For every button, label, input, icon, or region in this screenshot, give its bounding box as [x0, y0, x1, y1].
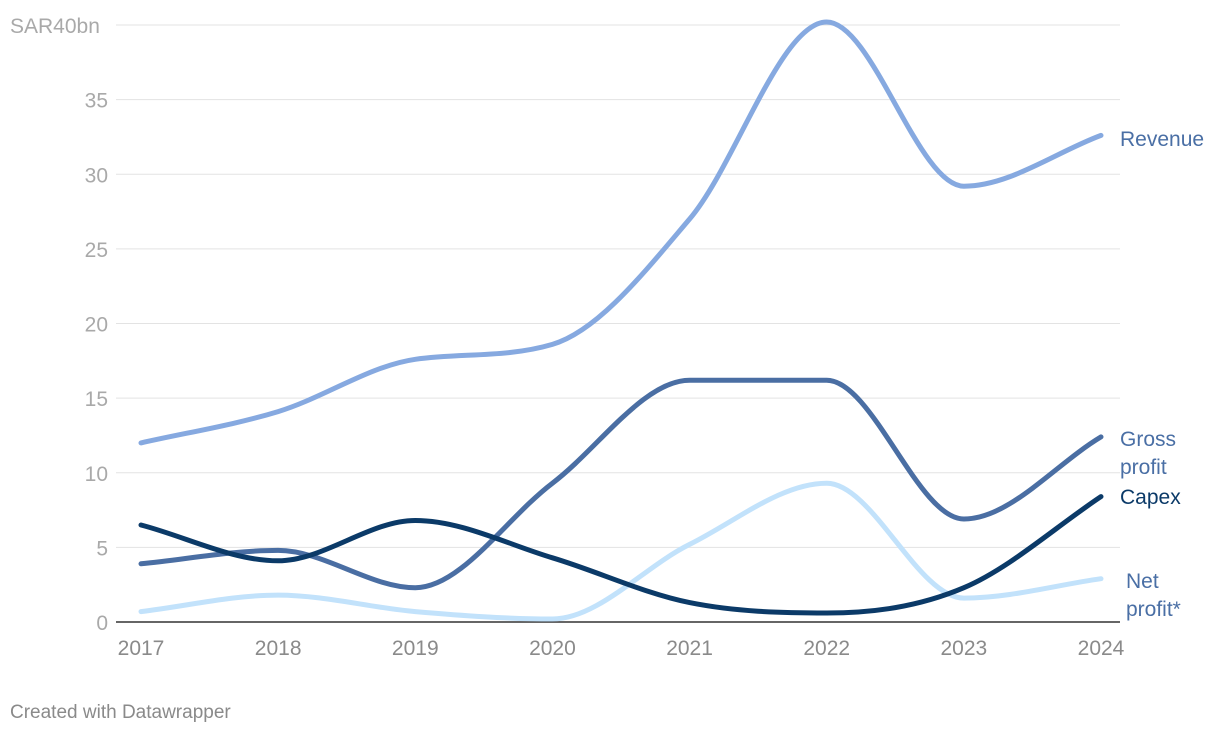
series-label: Gross [1120, 428, 1176, 451]
y-tick-label: 5 [96, 537, 108, 560]
series-line-capex [138, 494, 1104, 616]
x-tick-label: 2020 [529, 637, 576, 660]
x-tick-label: 2023 [940, 637, 987, 660]
grid-lines [116, 24, 1120, 623]
x-tick-label: 2024 [1078, 637, 1125, 660]
y-tick-label: 15 [85, 388, 108, 411]
x-tick-label: 2019 [392, 637, 439, 660]
series-line-net-profit [138, 480, 1104, 622]
y-tick-label: 0 [96, 612, 108, 635]
series-labels: Revenue Gross profit Capex Net profit* [1120, 128, 1204, 621]
y-tick-label: 30 [85, 164, 108, 187]
x-tick-label: 2017 [118, 637, 165, 660]
y-tick-label: 10 [85, 463, 108, 486]
x-tick-label: 2022 [803, 637, 850, 660]
y-axis-ticks: 0 5 10 15 20 25 30 35 SAR40bn [10, 15, 108, 635]
series-label: Capex [1120, 486, 1181, 509]
x-tick-label: 2021 [666, 637, 713, 660]
series-label: Revenue [1120, 128, 1204, 151]
y-tick-label: 20 [85, 314, 108, 337]
y-tick-label: 35 [85, 90, 108, 113]
series-line-revenue [138, 19, 1104, 446]
series-lines [138, 19, 1104, 622]
x-axis-ticks: 2017 2018 2019 2020 2021 2022 2023 2024 [118, 637, 1125, 660]
y-tick-label: 25 [85, 239, 108, 262]
x-tick-label: 2018 [255, 637, 302, 660]
series-label: Net [1126, 570, 1159, 593]
series-label: profit* [1126, 598, 1181, 621]
footer-credit: Created with Datawrapper [10, 702, 231, 723]
series-label: profit [1120, 456, 1167, 479]
y-unit-label: SAR40bn [10, 15, 100, 38]
